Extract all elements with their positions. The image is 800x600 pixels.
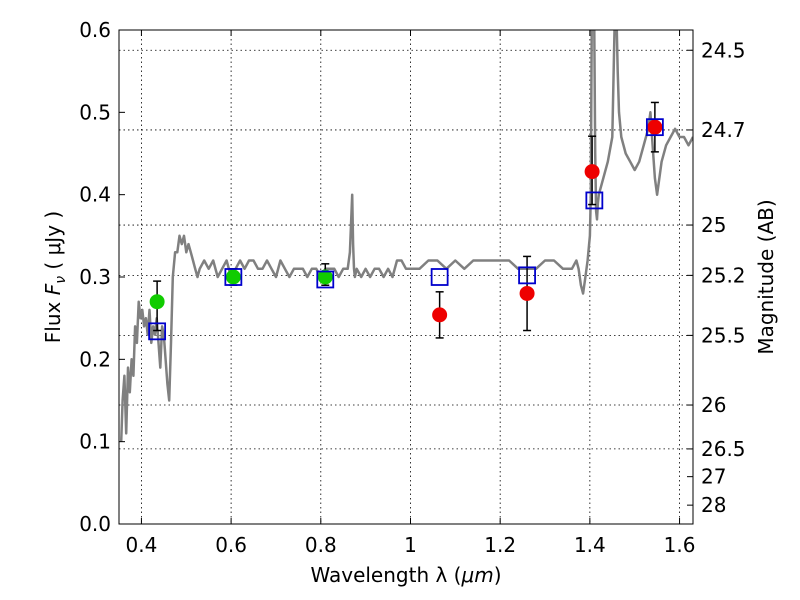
x-axis-title: Wavelength λ (μm) (310, 563, 501, 587)
x-tick-label: 1 (404, 533, 417, 557)
x-tick-label: 0.4 (126, 533, 158, 557)
right-axis-title: Magnitude (AB) (754, 199, 778, 354)
magnitude-tick-label: 26.5 (701, 437, 746, 461)
green-points-point (317, 269, 333, 285)
x-tick-label: 1.6 (664, 533, 696, 557)
x-axis-title-unit: μm (460, 563, 493, 587)
y-tick-label: 0.5 (79, 100, 111, 124)
x-axis-title-prefix: Wavelength λ ( (310, 563, 461, 587)
magnitude-tick-label: 25.2 (701, 263, 746, 287)
x-tick-label: 1.2 (484, 533, 516, 557)
y-axis-title: Flux Fν ( μJy ) (41, 211, 69, 343)
x-tick-label: 0.6 (215, 533, 247, 557)
y-axis-title-sub: ν (53, 276, 69, 284)
model-photometry-square (645, 118, 664, 137)
data-points-layer (148, 101, 664, 341)
model-photometry-square (518, 266, 536, 285)
model-photometry-square (316, 270, 335, 289)
y-tick-label: 0.2 (79, 347, 111, 371)
axis-ticks: 0.4 0.6 0.8 1 1.2 1.4 1.6 0.0 0.1 0.2 0.3 0.4 0.5 0.6… (79, 18, 745, 557)
model-photometry-square (585, 191, 604, 210)
magnitude-tick-label: 27 (701, 465, 726, 489)
template-spectrum-line (119, 30, 693, 442)
x-axis-title-suffix: ) (494, 563, 502, 587)
red-points-point (647, 119, 663, 135)
y-tick-label: 0.6 (79, 18, 111, 42)
y-axis-title-var: F (41, 283, 65, 295)
model-photometry-square (224, 268, 243, 286)
magnitude-tick-label: 24.7 (701, 118, 746, 142)
magnitude-tick-label: 24.5 (701, 38, 746, 62)
green-points-point (149, 294, 165, 310)
model-photometry-square (430, 268, 449, 286)
y-tick-label: 0.3 (79, 265, 111, 289)
x-tick-label: 1.4 (574, 533, 606, 557)
model-photometry-square (148, 322, 167, 341)
red-points-point (432, 307, 448, 323)
magnitude-tick-label: 25.5 (701, 323, 746, 347)
magnitude-tick-label: 26 (701, 393, 726, 417)
y-tick-label: 0.1 (79, 430, 111, 454)
template-spectrum-layer (119, 30, 693, 442)
grid-lines (119, 30, 693, 524)
plot-area-background (119, 30, 693, 524)
y-axis-title-prefix: Flux (41, 295, 65, 343)
y-axis-title-suffix: ( μJy ) (41, 211, 65, 276)
magnitude-tick-label: 28 (701, 493, 726, 517)
red-points-point (519, 285, 535, 301)
magnitude-tick-label: 25 (701, 213, 726, 237)
y-tick-label: 0.0 (79, 512, 111, 536)
red-points-point (584, 164, 600, 180)
green-points-point (225, 269, 241, 285)
y-tick-label: 0.4 (79, 183, 111, 207)
x-tick-label: 0.8 (305, 533, 337, 557)
